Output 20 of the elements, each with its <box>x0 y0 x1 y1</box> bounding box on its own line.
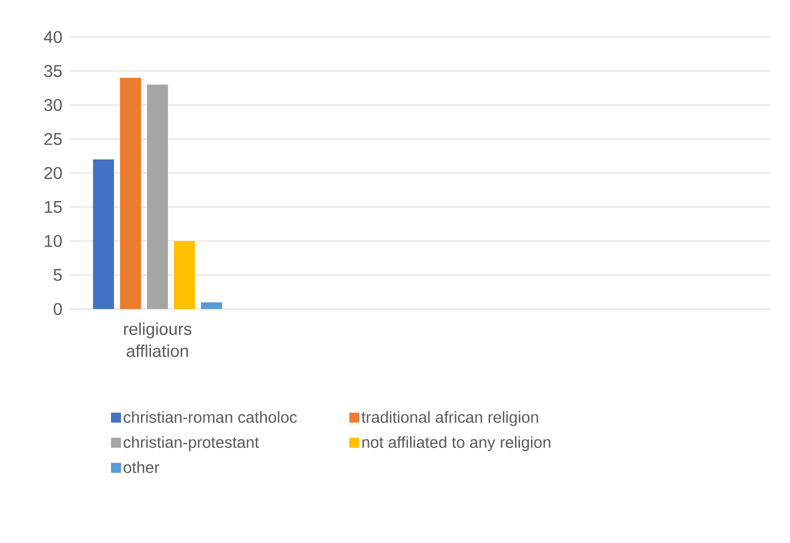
bar <box>120 78 142 309</box>
y-tick-label: 40 <box>44 30 62 44</box>
legend-label: christian-roman catholoc <box>124 411 297 423</box>
y-tick-label: 5 <box>54 269 62 281</box>
y-tick-label: 20 <box>44 166 62 180</box>
y-tick-label: 35 <box>44 64 62 78</box>
y-tick-label: 10 <box>44 234 62 248</box>
legend-label: christian-protestant <box>124 436 259 452</box>
y-tick-label: 15 <box>44 201 62 213</box>
y-tick-label: 25 <box>44 132 62 146</box>
bar <box>201 302 222 309</box>
bar <box>147 84 168 309</box>
bar <box>93 159 114 309</box>
bar <box>174 240 196 309</box>
x-tick-label: religiours affliation <box>124 322 192 358</box>
legend-label: not affiliated to any religion <box>362 436 550 452</box>
legend-label: traditional african religion <box>362 411 538 426</box>
y-tick-label: 0 <box>54 302 62 316</box>
y-tick-label: 30 <box>44 98 62 112</box>
legend-label: other <box>124 461 160 474</box>
